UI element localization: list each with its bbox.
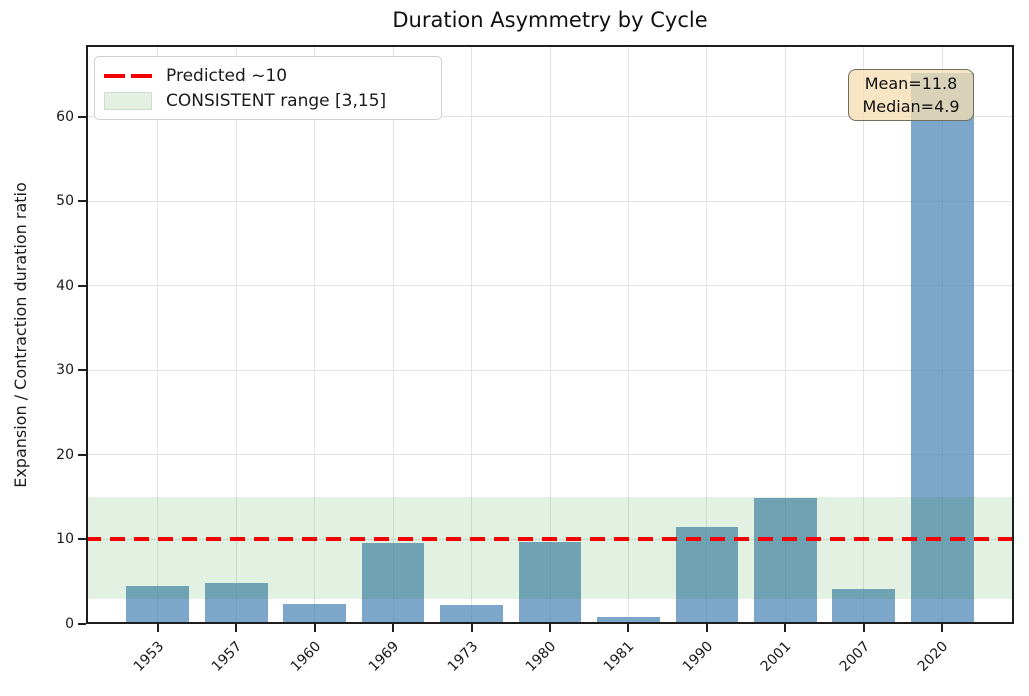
red-dashed-line-sample [104,73,152,78]
bar-1981 [597,617,660,624]
bar-1957 [204,582,268,624]
y-axis-label: Expansion / Contraction duration ratio [11,182,30,488]
y-tick-label: 40 [56,277,74,294]
x-tick-label: 1980 [522,638,560,676]
y-tick [78,623,86,625]
x-tick [313,624,316,632]
legend-item-predicted: Predicted ~10 [104,66,431,86]
y-tick-label: 30 [56,362,74,379]
y-tick-label: 60 [56,108,74,125]
x-tick-label: 2007 [836,638,874,676]
bar-1960 [283,603,346,624]
grid-line [314,45,316,624]
legend-item-label: Predicted ~10 [166,65,288,86]
consistent-band [86,497,1014,599]
bar-1953 [126,585,190,624]
x-tick-label: 1973 [444,638,481,676]
x-tick [627,624,630,632]
legend-item-label: CONSISTENT range [3,15] [166,90,387,111]
bar-2020 [910,72,974,624]
plot-area [86,45,1014,624]
grid-line [706,45,708,624]
x-tick [784,624,787,632]
grid-line [471,45,473,624]
bar-1973 [440,605,503,624]
y-tick [78,200,86,203]
y-tick [78,284,86,287]
grid-line [784,45,786,624]
x-tick [156,624,159,632]
predicted-line [86,537,1014,542]
bar-1980 [518,542,582,624]
y-tick [78,453,86,456]
y-tick-label: 10 [56,531,74,548]
y-tick [78,369,86,372]
y-tick-label: 0 [65,616,74,632]
bar-1990 [675,526,739,624]
x-tick-label: 1957 [208,638,246,676]
y-tick [78,538,86,541]
x-tick-label: 1953 [130,638,167,676]
x-tick-label: 1990 [679,638,717,676]
x-tick-label: 2001 [758,638,795,676]
bar-2007 [832,589,896,624]
x-tick [941,624,944,632]
x-tick [549,624,551,632]
chart-title: Duration Asymmetry by Cycle [392,8,708,32]
x-tick [705,624,708,632]
x-tick-label: 1981 [601,638,638,676]
grid-line [549,45,551,624]
grid-line [392,45,394,624]
x-tick-label: 1960 [287,638,324,676]
stats-annotation-box: Mean=11.8 Median=4.9 [848,69,974,121]
grid-line [235,45,237,624]
x-tick-label: 1969 [365,638,403,676]
x-tick-label: 2020 [915,638,952,676]
legend-item-consistent-range: CONSISTENT range [3,15] [104,91,431,111]
annotation-median: Median=4.9 [862,97,960,116]
y-tick-label: 50 [56,193,74,210]
grid-line [627,45,629,624]
grid-line [863,45,865,624]
x-tick [862,624,865,632]
legend: Predicted ~10 CONSISTENT range [3,15] [94,56,442,120]
annotation-mean: Mean=11.8 [864,74,958,93]
y-tick-label: 20 [56,446,74,463]
x-tick [392,624,395,632]
green-patch-sample [104,91,152,110]
bar-2001 [753,498,817,624]
bar-1969 [361,542,425,624]
y-tick [78,115,86,118]
grid-line [157,45,159,624]
x-tick [235,624,238,632]
x-tick [470,624,473,632]
